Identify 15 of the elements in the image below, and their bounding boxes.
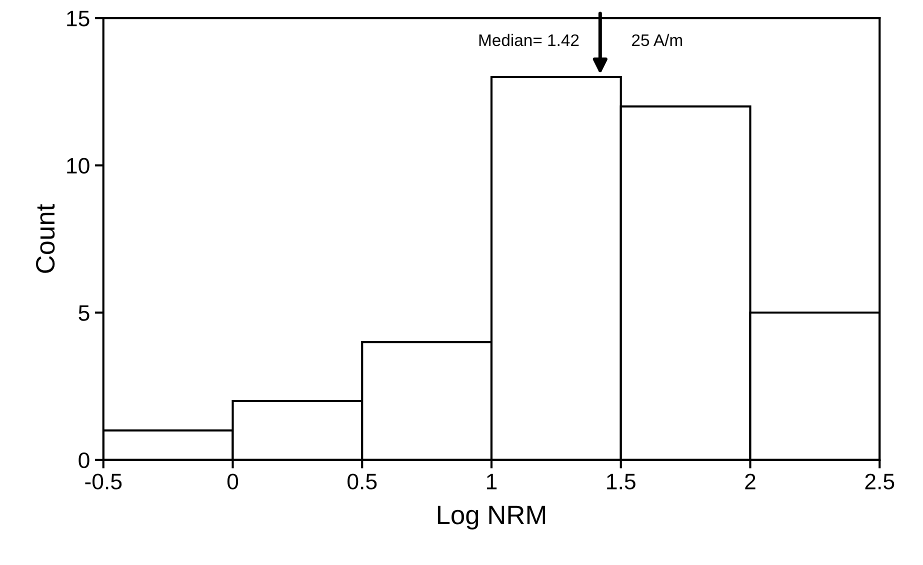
y-tick-label: 0: [78, 452, 90, 468]
x-tick-label: 2: [745, 474, 756, 490]
y-axis-title: Count: [36, 204, 55, 273]
x-tick-label: 0: [227, 474, 238, 490]
x-tick-label: -0.5: [85, 474, 122, 490]
y-tick-label: 5: [78, 305, 90, 321]
y-tick-label: 15: [67, 10, 90, 26]
x-tick-label: 2.5: [865, 474, 894, 490]
annotation: 25 A/m: [632, 34, 682, 46]
x-tick-label: 0.5: [348, 474, 377, 490]
annotation: Median= 1.42: [479, 34, 579, 46]
y-tick-label: 10: [67, 158, 90, 174]
x-tick-label: 1.5: [607, 474, 636, 490]
x-tick-label: 1: [487, 474, 497, 490]
x-axis-title: Log NRM: [438, 506, 546, 530]
